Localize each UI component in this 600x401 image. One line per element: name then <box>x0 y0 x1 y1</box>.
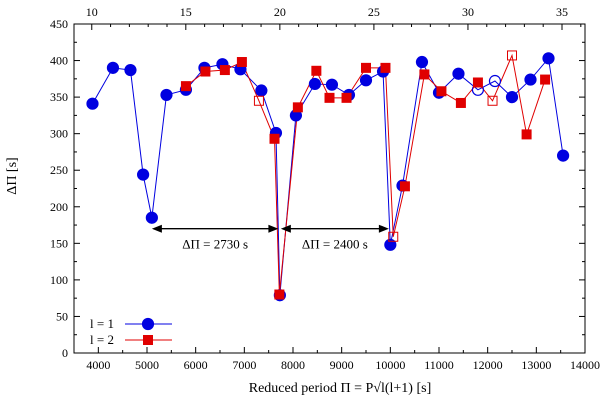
data-point-series-2 <box>399 181 410 192</box>
y-axis-ticks: 0 50 100 150 200 250 300 350 400 450 <box>50 17 585 360</box>
data-point-series-1 <box>160 88 173 102</box>
y-tick-label: 100 <box>50 273 68 287</box>
data-point-series-1 <box>415 55 429 69</box>
data-point-series-1 <box>488 74 502 88</box>
data-point-series-2 <box>521 129 532 140</box>
x-tick-label: 11000 <box>424 358 454 372</box>
x-tick-label: 4000 <box>86 358 110 372</box>
annotations: ΔΠ = 2730 s ΔΠ = 2400 s <box>151 224 389 252</box>
data-point-series-1 <box>325 78 339 91</box>
x-tick-label: 14000 <box>570 358 600 372</box>
data-point-series-1 <box>359 74 373 87</box>
data-point-series-2 <box>253 95 264 106</box>
top-tick-label: 10 <box>86 5 98 19</box>
top-tick-label: 30 <box>462 5 474 19</box>
top-tick-label: 20 <box>274 5 286 19</box>
y-axis-label: ΔΠ [s] <box>5 157 20 194</box>
data-point-series-1 <box>384 238 397 251</box>
annotation-arrowhead <box>151 224 162 233</box>
x-tick-label: 5000 <box>135 358 159 372</box>
top-tick-label: 15 <box>180 5 192 19</box>
data-point-series-2 <box>311 65 322 76</box>
data-point-series-1 <box>505 91 519 104</box>
top-axis-ticks: 10 15 20 25 30 35 <box>86 5 582 30</box>
data-point-series-2 <box>180 81 191 92</box>
y-tick-label: 50 <box>56 309 68 323</box>
data-point-series-2 <box>324 92 335 103</box>
data-point-series-1 <box>255 84 268 97</box>
x-axis-ticks: 4000 5000 6000 7000 8000 9000 10000 11000 12000 1… <box>73 347 600 372</box>
data-point-series-2 <box>292 102 303 113</box>
data-point-series-2 <box>380 62 391 73</box>
data-point-series-1 <box>137 168 150 181</box>
annotation-arrowhead <box>268 224 279 233</box>
plot-border <box>73 23 586 354</box>
data-point-series-2 <box>487 95 498 106</box>
x-tick-label: 8000 <box>281 358 305 372</box>
legend-marker <box>143 335 153 345</box>
data-point-series-2 <box>540 74 551 85</box>
y-tick-label: 350 <box>50 90 68 104</box>
annotation-arrowhead <box>378 224 389 233</box>
top-tick-label: 35 <box>556 5 568 19</box>
data-point-series-2 <box>455 97 466 108</box>
data-point-series-2 <box>436 86 447 97</box>
data-point-series-2 <box>269 133 280 144</box>
data-point-series-1 <box>106 61 120 74</box>
series-line-2 <box>185 53 546 295</box>
data-point-series-1 <box>556 149 570 162</box>
y-tick-label: 450 <box>50 17 68 31</box>
y-tick-label: 400 <box>50 54 68 68</box>
x-tick-label: 9000 <box>330 358 354 372</box>
data-point-series-1 <box>308 77 321 91</box>
top-tick-label: 25 <box>368 5 380 19</box>
series-markers <box>86 50 570 302</box>
y-tick-label: 300 <box>50 127 68 141</box>
legend: l = 1l = 2 <box>90 316 172 347</box>
data-point-series-1 <box>86 97 99 110</box>
x-tick-label: 7000 <box>232 358 256 372</box>
annotation-arrowhead <box>280 224 291 233</box>
data-point-series-2 <box>219 65 230 76</box>
y-tick-label: 0 <box>62 346 68 360</box>
data-point-series-1 <box>145 211 158 224</box>
data-point-series-2 <box>507 50 517 61</box>
x-axis-label: Reduced period Π = P√l(l+1) [s] <box>249 381 432 396</box>
data-point-series-2 <box>472 77 483 88</box>
x-tick-label: 13000 <box>521 358 551 372</box>
x-tick-label: 10000 <box>375 358 405 372</box>
legend-marker <box>141 317 155 331</box>
data-point-series-2 <box>200 66 211 77</box>
data-point-series-2 <box>388 231 399 242</box>
legend-label: l = 1 <box>90 316 114 331</box>
data-point-series-2 <box>274 289 285 300</box>
data-point-series-1 <box>542 52 555 65</box>
legend-label: l = 2 <box>90 332 114 347</box>
data-point-series-1 <box>124 63 137 77</box>
data-point-series-2 <box>341 92 352 103</box>
data-point-series-2 <box>236 57 247 68</box>
data-point-series-2 <box>361 62 371 73</box>
y-tick-label: 250 <box>50 163 68 177</box>
plot-frame <box>73 23 586 354</box>
annotation-label: ΔΠ = 2730 s <box>182 237 248 252</box>
y-tick-label: 200 <box>50 200 68 214</box>
annotation-label: ΔΠ = 2400 s <box>302 237 368 252</box>
x-tick-label: 6000 <box>184 358 208 372</box>
data-point-series-1 <box>524 73 537 86</box>
y-tick-label: 150 <box>50 236 68 250</box>
data-point-series-1 <box>452 67 465 80</box>
x-tick-label: 12000 <box>473 358 503 372</box>
data-point-series-2 <box>419 69 430 80</box>
